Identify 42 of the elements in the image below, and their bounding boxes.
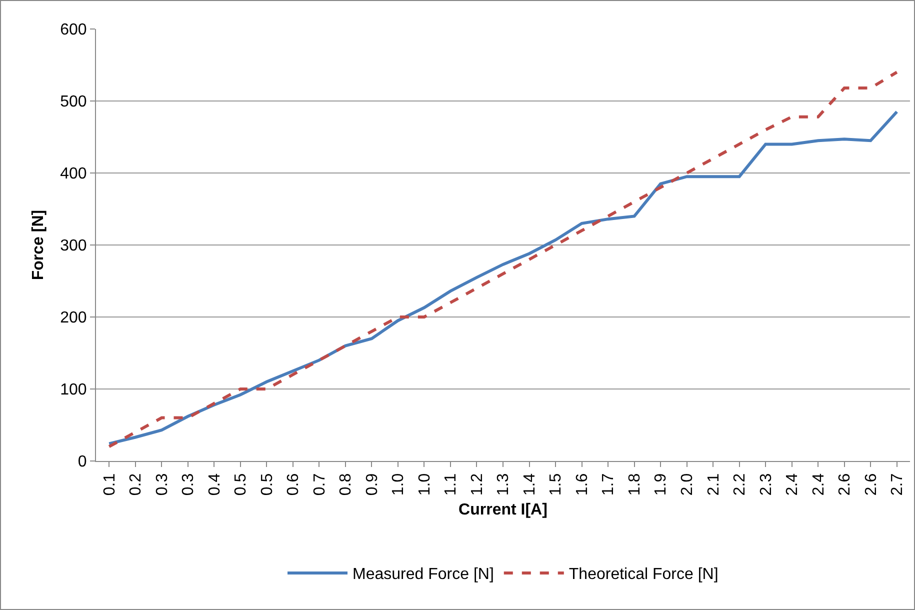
x-tick-label: 1.9: [652, 473, 670, 496]
x-tick-label: 0.5: [232, 473, 250, 496]
x-tick-label: 0.3: [154, 473, 171, 496]
y-tick-label: 100: [60, 382, 87, 399]
x-tick-label: 2.6: [862, 473, 880, 496]
y-tick-label: 200: [60, 310, 87, 327]
y-tick-label: 400: [60, 166, 87, 183]
x-tick-label: 1.3: [495, 473, 512, 496]
x-tick-label: 0.5: [258, 473, 276, 496]
x-tick-label: 2.4: [784, 473, 802, 496]
x-tick-label: 2.2: [732, 473, 749, 496]
x-tick-label: 2.7: [889, 473, 906, 496]
y-tick-label: 500: [60, 94, 87, 111]
x-tick-label: 0.3: [180, 473, 198, 496]
x-tick-label: 1.4: [521, 473, 538, 496]
x-tick-label: 2.6: [836, 473, 854, 496]
x-axis-title: Current I[A]: [458, 501, 548, 518]
x-tick-label: 2.4: [810, 473, 828, 496]
x-tick-label: 1.0: [390, 473, 408, 496]
y-tick-label: 300: [60, 238, 87, 255]
x-tick-label: 1.7: [600, 473, 618, 496]
legend-label: Theoretical Force [N]: [568, 566, 718, 584]
x-tick-label: 1.6: [574, 473, 591, 496]
x-tick-label: 1.1: [442, 473, 460, 496]
x-tick-label: 2.1: [705, 473, 722, 496]
x-tick-label: 1.8: [626, 473, 644, 496]
y-axis-title: Force [N]: [30, 210, 47, 280]
x-tick-label: 1.5: [548, 473, 565, 496]
x-tick-label: 0.6: [285, 473, 302, 496]
legend-label: Measured Force [N]: [352, 566, 494, 584]
x-tick-label: 0.4: [206, 473, 224, 496]
x-tick-label: 1.2: [468, 473, 486, 496]
x-tick-label: 0.9: [364, 473, 381, 496]
x-tick-label: 1.0: [416, 473, 434, 496]
x-tick-label: 2.3: [758, 473, 775, 496]
x-tick-label: 0.8: [338, 473, 355, 496]
y-tick-label: 0: [78, 454, 87, 471]
x-tick-label: 0.2: [128, 473, 145, 496]
y-tick-label: 600: [60, 22, 87, 39]
x-tick-label: 0.1: [101, 473, 118, 496]
x-tick-label: 2.0: [679, 473, 696, 496]
x-tick-label: 0.7: [311, 473, 328, 496]
